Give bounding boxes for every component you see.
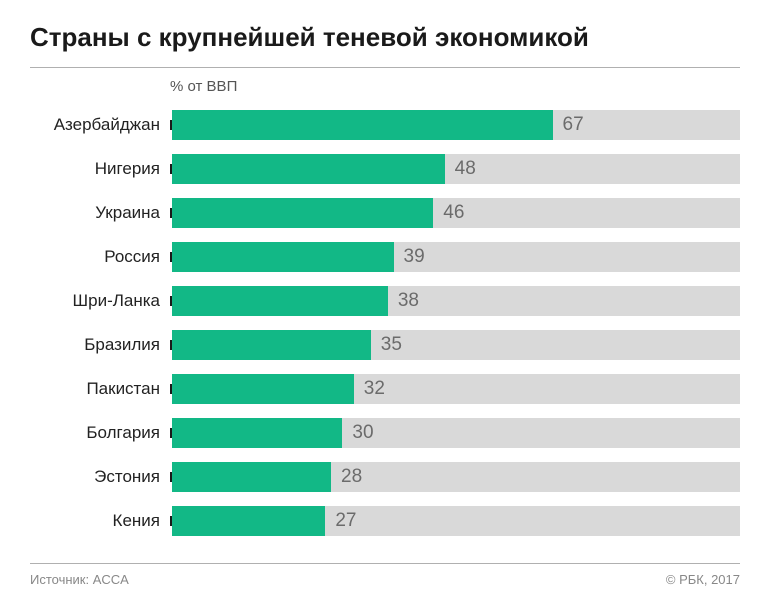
chart-title: Страны с крупнейшей теневой экономикой: [30, 22, 740, 53]
bar-fill: [172, 506, 325, 536]
bar-value: 46: [433, 198, 464, 228]
category-label: Пакистан: [30, 379, 170, 399]
bar-track: 27: [172, 506, 740, 536]
bar-track: 35: [172, 330, 740, 360]
category-label: Бразилия: [30, 335, 170, 355]
bar-value: 67: [553, 110, 584, 140]
bar-track: 30: [172, 418, 740, 448]
bar-fill: [172, 330, 371, 360]
bar-value: 39: [394, 242, 425, 272]
bar-fill: [172, 198, 433, 228]
bar-row: Болгария 30: [30, 411, 740, 455]
axis-label: % от ВВП: [170, 78, 740, 95]
bar-fill: [172, 462, 331, 492]
credit-label: © РБК, 2017: [666, 572, 740, 587]
bar-fill: [172, 286, 388, 316]
source-label: Источник: ACCA: [30, 572, 129, 587]
bar-row: Кения 27: [30, 499, 740, 543]
bar-value: 38: [388, 286, 419, 316]
category-label: Шри-Ланка: [30, 291, 170, 311]
category-label: Нигерия: [30, 159, 170, 179]
bar-value: 32: [354, 374, 385, 404]
bar-track: 32: [172, 374, 740, 404]
category-label: Украина: [30, 203, 170, 223]
category-label: Болгария: [30, 423, 170, 443]
bar-row: Шри-Ланка 38: [30, 279, 740, 323]
bar-track: 46: [172, 198, 740, 228]
bar-value: 27: [325, 506, 356, 536]
bar-track: 38: [172, 286, 740, 316]
bar-fill: [172, 418, 342, 448]
bar-row: Бразилия 35: [30, 323, 740, 367]
category-label: Эстония: [30, 467, 170, 487]
divider-top: [30, 67, 740, 68]
bar-value: 28: [331, 462, 362, 492]
divider-bottom: [30, 563, 740, 564]
category-label: Кения: [30, 511, 170, 531]
category-label: Россия: [30, 247, 170, 267]
bar-row: Россия 39: [30, 235, 740, 279]
bar-value: 30: [342, 418, 373, 448]
category-label: Азербайджан: [30, 115, 170, 135]
bar-value: 35: [371, 330, 402, 360]
chart-footer: Источник: ACCA © РБК, 2017: [30, 572, 740, 587]
bar-row: Эстония 28: [30, 455, 740, 499]
bar-row: Пакистан 32: [30, 367, 740, 411]
bar-value: 48: [445, 154, 476, 184]
bar-row: Азербайджан 67: [30, 103, 740, 147]
bar-track: 48: [172, 154, 740, 184]
bar-chart: Азербайджан 67 Нигерия 48 Украина 46 Россия 39 Ш…: [30, 103, 740, 553]
bar-fill: [172, 242, 394, 272]
bar-track: 67: [172, 110, 740, 140]
chart-container: Страны с крупнейшей теневой экономикой %…: [0, 0, 770, 605]
bar-track: 39: [172, 242, 740, 272]
bar-row: Нигерия 48: [30, 147, 740, 191]
bar-row: Украина 46: [30, 191, 740, 235]
bar-fill: [172, 154, 445, 184]
bar-fill: [172, 110, 553, 140]
bar-track: 28: [172, 462, 740, 492]
bar-fill: [172, 374, 354, 404]
